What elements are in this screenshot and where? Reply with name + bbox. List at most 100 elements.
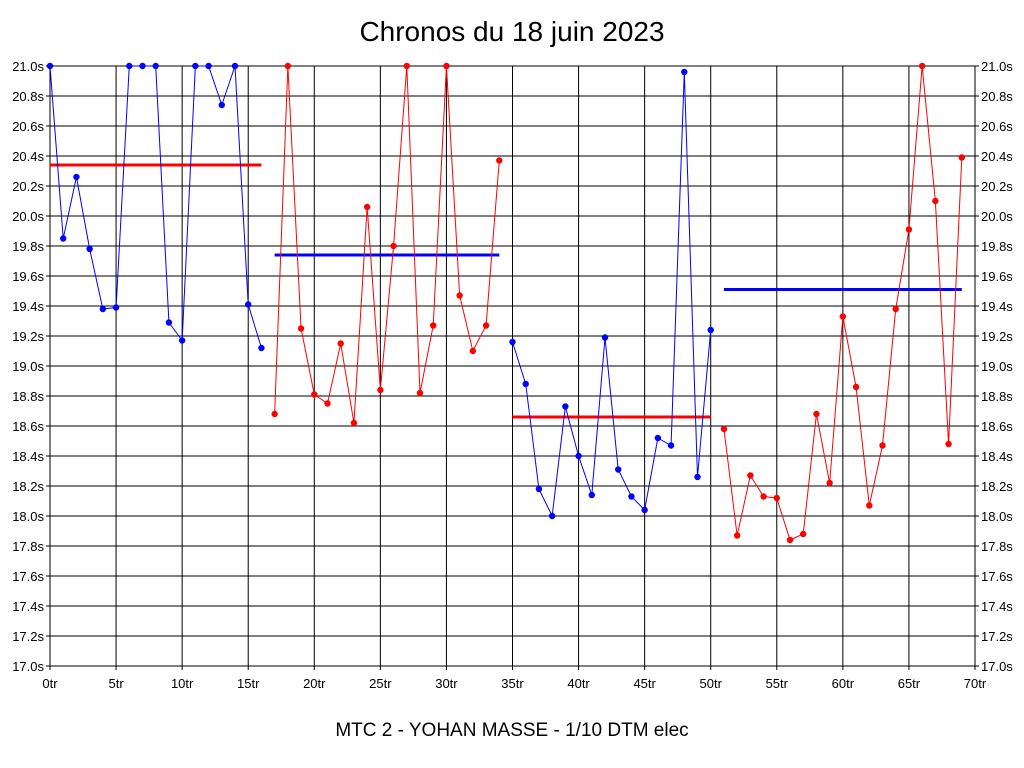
data-point	[139, 62, 146, 70]
data-point	[681, 68, 688, 76]
x-tick-label: 70tr	[964, 676, 987, 691]
x-tick-label: 25tr	[369, 676, 392, 691]
y-tick-label-left: 18.6s	[12, 419, 44, 434]
y-tick-label-right: 20.0s	[981, 209, 1013, 224]
data-point	[284, 62, 292, 70]
axis-labels: 17.0s 17.0s 17.2s 17.2s 17.4s 17.4s 17.6s 17.6s…	[12, 59, 1013, 691]
data-point	[245, 301, 252, 308]
data-point	[641, 506, 648, 514]
data-point	[86, 245, 93, 253]
data-point	[165, 319, 173, 326]
y-tick-label-left: 20.6s	[12, 119, 44, 134]
data-point	[562, 403, 569, 410]
y-tick-label-left: 20.4s	[12, 149, 44, 164]
plot-frame	[49, 65, 976, 667]
data-point	[350, 419, 358, 427]
data-point	[628, 493, 635, 500]
data-point	[694, 473, 701, 481]
x-tick-label: 60tr	[832, 676, 855, 691]
y-tick-label-right: 17.0s	[981, 659, 1013, 674]
data-point	[813, 410, 820, 418]
series-line	[274, 65, 500, 424]
data-point	[205, 62, 212, 70]
data-point	[403, 62, 410, 70]
y-tick-label-left: 19.8s	[12, 239, 44, 254]
y-tick-label-left: 18.8s	[12, 389, 44, 404]
x-tick-label: 40tr	[567, 676, 590, 691]
data-point	[482, 322, 490, 329]
x-tick-label: 15tr	[237, 676, 260, 691]
data-point	[905, 226, 913, 233]
y-tick-label-right: 19.2s	[981, 329, 1013, 344]
data-point	[311, 391, 318, 398]
y-tick-label-right: 18.8s	[981, 389, 1013, 404]
y-tick-label-left: 17.6s	[12, 569, 44, 584]
data-point	[46, 62, 54, 70]
data-point	[588, 491, 595, 499]
y-tick-label-right: 17.8s	[981, 539, 1013, 554]
data-point	[337, 340, 344, 347]
series-layer	[46, 62, 965, 544]
data-point	[443, 62, 450, 70]
y-tick-label-left: 20.0s	[12, 209, 44, 224]
data-point	[866, 502, 873, 509]
data-point	[733, 532, 741, 539]
series-line	[512, 71, 712, 518]
data-point	[60, 235, 67, 242]
data-point	[430, 322, 437, 329]
data-point	[112, 304, 120, 311]
chart-title: Chronos du 18 juin 2023	[359, 16, 665, 47]
y-tick-label-left: 19.0s	[12, 359, 44, 374]
y-tick-label-right: 21.0s	[981, 59, 1013, 74]
data-point	[707, 326, 714, 334]
data-point	[73, 173, 80, 181]
data-point	[152, 62, 159, 70]
data-point	[720, 425, 728, 433]
y-tick-label-left: 17.0s	[12, 659, 44, 674]
data-point	[615, 466, 622, 473]
data-point	[879, 442, 886, 449]
y-tick-label-right: 18.4s	[981, 449, 1013, 464]
y-tick-label-left: 17.8s	[12, 539, 44, 554]
data-point	[377, 386, 384, 394]
data-point	[496, 157, 503, 164]
data-point	[760, 493, 767, 500]
y-tick-label-right: 20.4s	[981, 149, 1013, 164]
data-point	[945, 440, 952, 448]
x-tick-label: 45tr	[633, 676, 656, 691]
average-lines	[50, 163, 962, 419]
y-tick-label-right: 18.2s	[981, 479, 1013, 494]
y-tick-label-right: 17.2s	[981, 629, 1013, 644]
data-point	[218, 101, 225, 109]
data-point	[575, 452, 582, 460]
data-point	[231, 62, 239, 70]
data-point	[773, 494, 780, 502]
data-point	[535, 485, 543, 493]
y-tick-label-left: 21.0s	[12, 59, 44, 74]
data-point	[126, 62, 133, 70]
y-tick-label-left: 17.2s	[12, 629, 44, 644]
data-point	[667, 442, 675, 449]
y-tick-label-right: 19.0s	[981, 359, 1013, 374]
data-point	[99, 305, 107, 313]
y-tick-label-left: 17.4s	[12, 599, 44, 614]
y-tick-label-left: 18.2s	[12, 479, 44, 494]
data-point	[522, 380, 529, 388]
data-point	[800, 530, 807, 538]
data-point	[852, 383, 860, 391]
data-point	[747, 472, 754, 479]
y-tick-label-left: 19.6s	[12, 269, 44, 284]
data-point	[839, 313, 847, 320]
data-point	[826, 479, 833, 487]
y-tick-label-right: 19.4s	[981, 299, 1013, 314]
y-tick-label-left: 18.4s	[12, 449, 44, 464]
y-tick-label-right: 19.8s	[981, 239, 1013, 254]
data-point	[601, 334, 609, 341]
x-tick-label: 65tr	[898, 676, 921, 691]
data-point	[932, 197, 939, 205]
x-tick-label: 10tr	[171, 676, 194, 691]
data-point	[469, 347, 477, 355]
y-tick-label-right: 20.6s	[981, 119, 1013, 134]
data-point	[509, 338, 516, 346]
